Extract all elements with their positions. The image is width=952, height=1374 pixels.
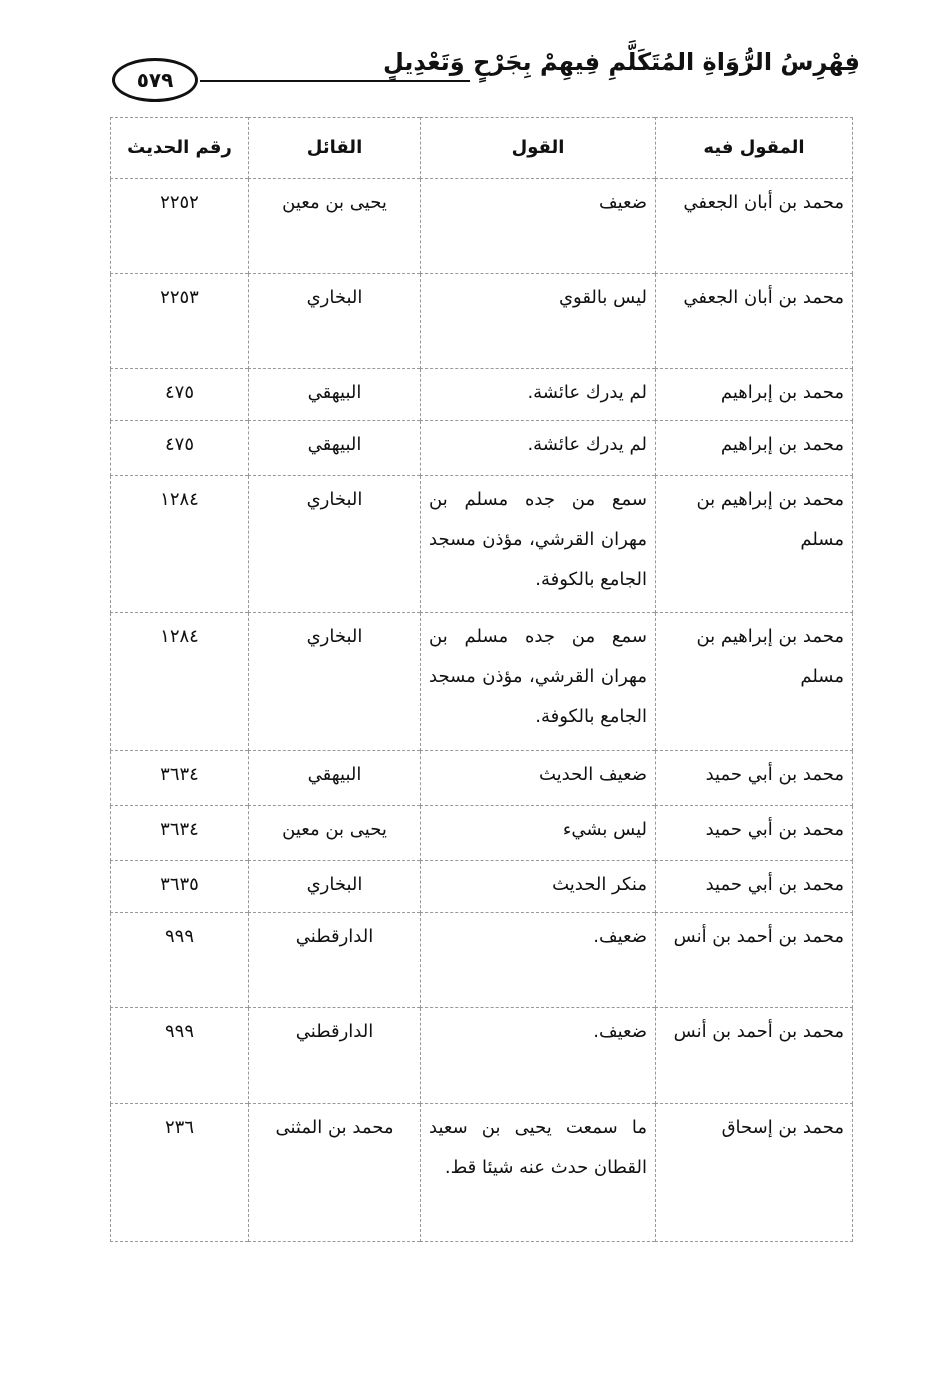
table-row: محمد بن إبراهيم بن مسلم سمع من جده مسلم ب… bbox=[110, 612, 853, 751]
subject-cell: محمد بن أحمد بن أنس bbox=[655, 912, 853, 1008]
saying-cell: ليس بشيء bbox=[420, 805, 656, 861]
hadith-number-cell: ١٢٨٤ bbox=[110, 612, 249, 751]
subject-cell: محمد بن أحمد بن أنس bbox=[655, 1007, 853, 1104]
hadith-number-cell: ٢٣٦ bbox=[110, 1103, 249, 1242]
saying-cell: سمع من جده مسلم بن مهران القرشي، مؤذن مس… bbox=[420, 612, 656, 751]
subject-cell: محمد بن أبي حميد bbox=[655, 860, 853, 913]
table-row: محمد بن إسحاق ما سمعت يحيى بن سعيد القطان… bbox=[110, 1103, 853, 1242]
sayer-cell: البخاري bbox=[248, 273, 421, 369]
subject-cell: محمد بن أبان الجعفي bbox=[655, 273, 853, 369]
hadith-number-cell: ٣٦٣٤ bbox=[110, 750, 249, 806]
saying-cell: ضعيف. bbox=[420, 1007, 656, 1104]
table-row: محمد بن أحمد بن أنس ضعيف. الدارقطني ٩٩٩ bbox=[110, 1007, 853, 1104]
column-header: رقم الحديث bbox=[110, 117, 249, 179]
sayer-cell: يحيى بن معين bbox=[248, 178, 421, 274]
subject-cell: محمد بن إسحاق bbox=[655, 1103, 853, 1242]
sayer-cell: البيهقي bbox=[248, 420, 421, 476]
saying-cell: ضعيف. bbox=[420, 912, 656, 1008]
saying-cell: ليس بالقوي bbox=[420, 273, 656, 369]
hadith-number-cell: ٣٦٣٥ bbox=[110, 860, 249, 913]
subject-cell: محمد بن أبان الجعفي bbox=[655, 178, 853, 274]
column-header: المقول فيه bbox=[655, 117, 853, 179]
hadith-number-cell: ٤٧٥ bbox=[110, 420, 249, 476]
subject-cell: محمد بن أبي حميد bbox=[655, 805, 853, 861]
hadith-number-cell: ٤٧٥ bbox=[110, 368, 249, 421]
subject-cell: محمد بن إبراهيم bbox=[655, 368, 853, 421]
saying-cell: لم يدرك عائشة. bbox=[420, 420, 656, 476]
running-title: فِهْرِسُ الرُّوَاةِ المُتَكَلَّمِ فِيهِم… bbox=[382, 48, 860, 76]
table-row: محمد بن أحمد بن أنس ضعيف. الدارقطني ٩٩٩ bbox=[110, 912, 853, 1008]
narrators-table: المقول فيه القول القائل رقم الحديث محمد … bbox=[110, 117, 853, 1242]
hadith-number-cell: ٣٦٣٤ bbox=[110, 805, 249, 861]
saying-cell: منكر الحديث bbox=[420, 860, 656, 913]
hadith-number-cell: ٩٩٩ bbox=[110, 1007, 249, 1104]
table-row: محمد بن إبراهيم بن مسلم سمع من جده مسلم ب… bbox=[110, 475, 853, 613]
subject-cell: محمد بن إبراهيم bbox=[655, 420, 853, 476]
sayer-cell: البخاري bbox=[248, 612, 421, 751]
table-row: محمد بن إبراهيم لم يدرك عائشة. البيهقي ٤٧٥ bbox=[110, 420, 853, 476]
table-row: محمد بن أبان الجعفي ليس بالقوي البخاري ٢٢٥٣ bbox=[110, 273, 853, 369]
hadith-number-cell: ٩٩٩ bbox=[110, 912, 249, 1008]
sayer-cell: يحيى بن معين bbox=[248, 805, 421, 861]
sayer-cell: البيهقي bbox=[248, 750, 421, 806]
hadith-number-cell: ٢٢٥٣ bbox=[110, 273, 249, 369]
column-header: القول bbox=[420, 117, 656, 179]
sayer-cell: البيهقي bbox=[248, 368, 421, 421]
column-header: القائل bbox=[248, 117, 421, 179]
page-number: ٥٧٩ bbox=[112, 58, 198, 102]
table-row: محمد بن إبراهيم لم يدرك عائشة. البيهقي ٤٧٥ bbox=[110, 368, 853, 421]
sayer-cell: محمد بن المثنى bbox=[248, 1103, 421, 1242]
sayer-cell: الدارقطني bbox=[248, 912, 421, 1008]
saying-cell: ضعيف bbox=[420, 178, 656, 274]
table-row: محمد بن أبي حميد منكر الحديث البخاري ٣٦٣٥ bbox=[110, 860, 853, 913]
subject-cell: محمد بن أبي حميد bbox=[655, 750, 853, 806]
saying-cell: سمع من جده مسلم بن مهران القرشي، مؤذن مس… bbox=[420, 475, 656, 613]
table-row: محمد بن أبان الجعفي ضعيف يحيى بن معين ٢٢٥٢ bbox=[110, 178, 853, 274]
hadith-number-cell: ١٢٨٤ bbox=[110, 475, 249, 613]
subject-cell: محمد بن إبراهيم بن مسلم bbox=[655, 612, 853, 751]
saying-cell: لم يدرك عائشة. bbox=[420, 368, 656, 421]
saying-cell: ما سمعت يحيى بن سعيد القطان حدث عنه شيئا… bbox=[420, 1103, 656, 1242]
saying-cell: ضعيف الحديث bbox=[420, 750, 656, 806]
sayer-cell: البخاري bbox=[248, 475, 421, 613]
table-row: محمد بن أبي حميد ليس بشيء يحيى بن معين ٣٦٣٤ bbox=[110, 805, 853, 861]
sayer-cell: البخاري bbox=[248, 860, 421, 913]
subject-cell: محمد بن إبراهيم بن مسلم bbox=[655, 475, 853, 613]
header-rule bbox=[200, 80, 470, 82]
sayer-cell: الدارقطني bbox=[248, 1007, 421, 1104]
table-header-row: المقول فيه القول القائل رقم الحديث bbox=[110, 117, 853, 179]
table-row: محمد بن أبي حميد ضعيف الحديث البيهقي ٣٦٣٤ bbox=[110, 750, 853, 806]
hadith-number-cell: ٢٢٥٢ bbox=[110, 178, 249, 274]
